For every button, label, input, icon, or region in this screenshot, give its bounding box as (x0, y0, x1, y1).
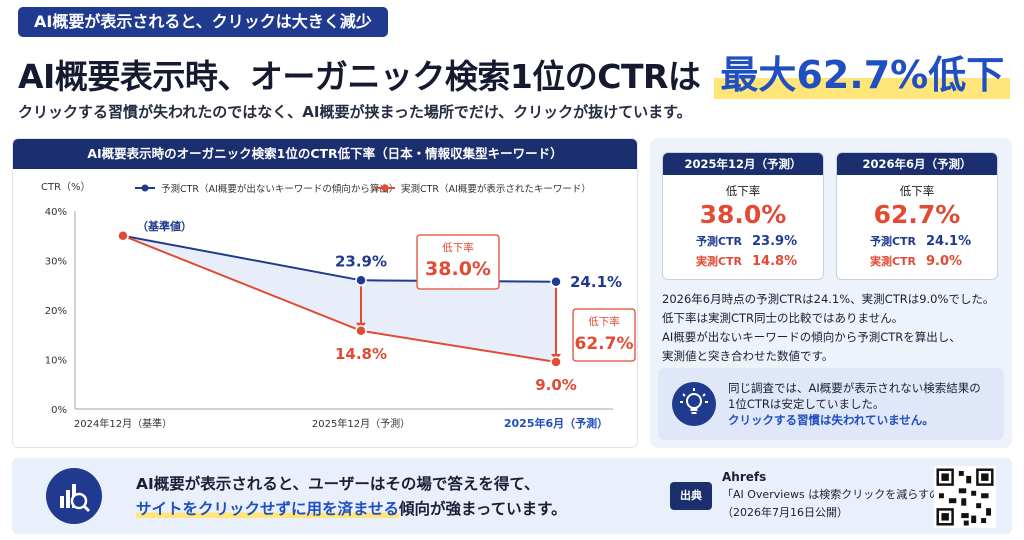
summary-box-label: 低下率 (899, 184, 935, 198)
actual-label: 実測CTR (869, 255, 916, 268)
conclusion-bar: AI概要が表示されると、ユーザーはその場で答えを得て、 サイトをクリックせずに用… (12, 458, 1012, 534)
legend-marker (141, 184, 149, 192)
ctr-line-chart: CTR（%） 0% 10% 20% 30% 40% 2024年12月（基準） 2025年12月… (41, 181, 636, 430)
drop-rate-value: 62.7% (575, 334, 634, 354)
summary-box-value: 62.7% (873, 200, 961, 229)
conclusion-highlight: サイトをクリックせずに用を済ませる (136, 500, 400, 518)
actual-label: 実測CTR (695, 255, 742, 268)
actual-value: 14.8% (752, 254, 798, 269)
legend-label: 予測CTR（AI概要が出ないキーワードの傾向から算出） (161, 183, 398, 195)
lightbulb-icon (672, 382, 716, 426)
source-badge: 出典 (670, 482, 712, 510)
x-tick-label: 2024年12月（基準） (74, 417, 172, 430)
predicted-value: 24.1% (926, 234, 972, 249)
conclusion-line: AI概要が表示されると、ユーザーはその場で答えを得て、 (136, 475, 540, 493)
predicted-point (550, 276, 562, 288)
chart-card: AI概要表示時のオーガニック検索1位のCTR低下率（日本・情報収集型キーワード）… (12, 138, 638, 448)
actual-row: 実測CTR 14.8% (663, 253, 823, 269)
summary-box-value: 38.0% (699, 200, 787, 229)
insight-callout: 同じ調査では、AI概要が表示されない検索結果の 1位CTRは安定していました。 … (658, 368, 1004, 440)
source-name: Ahrefs (722, 470, 767, 484)
drop-rate-box (416, 234, 500, 290)
summary-box-jun-2026: 2026年6月（予測） 低下率 62.7% 予測CTR 24.1% 実測CTR … (836, 152, 998, 280)
headline-main: AI概要表示時、オーガニック検索1位のCTRは (18, 57, 701, 96)
y-tick-label: 0% (51, 405, 67, 416)
data-label-actual: 9.0% (535, 376, 577, 394)
summary-box-header: 2025年12月（予測） (663, 153, 823, 175)
x-tick-label: 2025年6月（予測） (504, 416, 608, 430)
drop-rate-label: 低下率 (442, 241, 474, 254)
headline: AI概要表示時、オーガニック検索1位のCTRは 最大62.7%低下 (18, 44, 1011, 100)
source-title: 「AI Overviews は検索クリックを減らすのか」 (722, 488, 963, 501)
note-line: 2026年6月時点の予測CTRは24.1%、実測CTRは9.0%でした。 (662, 292, 995, 306)
actual-point (355, 325, 367, 337)
conclusion-line: サイトをクリックせずに用を済ませる傾向が強まっています。 (136, 497, 567, 522)
qr-code-icon[interactable] (934, 466, 996, 528)
y-tick-label: 10% (45, 356, 67, 367)
note-line: 実測値と突き合わせた数値です。 (662, 349, 834, 363)
drop-rate-value: 38.0% (425, 258, 491, 280)
note-line: AI概要が出ないキーワードの傾向から予測CTRを算出し、 (662, 330, 961, 344)
y-tick-label: 40% (45, 207, 67, 218)
base-label: （基準値） (137, 219, 192, 233)
predicted-label: 予測CTR (695, 235, 742, 248)
data-label-predicted: 23.9% (335, 252, 387, 270)
source-date: （2026年7月16日公開） (722, 506, 848, 519)
predicted-row: 予測CTR 23.9% (663, 233, 823, 249)
conclusion-rest: 傾向が強まっています。 (399, 500, 567, 518)
gap-area (123, 235, 556, 362)
legend-label: 実測CTR（AI概要が表示されたキーワード） (401, 183, 591, 195)
y-tick-label: 20% (45, 306, 67, 317)
methodology-note: 2026年6月時点の予測CTRは24.1%、実測CTRは9.0%でした。 低下率… (662, 290, 1002, 366)
summary-box-label: 低下率 (725, 184, 761, 198)
predicted-label: 予測CTR (869, 235, 916, 248)
top-tag: AI概要が表示されると、クリックは大きく減少 (18, 7, 388, 37)
insight-line: 同じ調査では、AI概要が表示されない検索結果の (728, 381, 981, 395)
actual-point (117, 230, 129, 242)
x-tick-label: 2025年12月（予測） (312, 417, 410, 430)
note-line: 低下率は実測CTR同士の比較ではありません。 (662, 311, 904, 325)
summary-panel: 2025年12月（予測） 低下率 38.0% 予測CTR 23.9% 実測CTR… (650, 138, 1012, 448)
y-tick-label: 30% (45, 257, 67, 268)
actual-row: 実測CTR 9.0% (837, 253, 997, 269)
data-label-predicted: 24.1% (570, 273, 622, 291)
summary-box-dec-2025: 2025年12月（予測） 低下率 38.0% 予測CTR 23.9% 実測CTR… (662, 152, 824, 280)
source-info: Ahrefs 「AI Overviews は検索クリックを減らすのか」 （202… (722, 468, 962, 522)
insight-emphasis: クリックする習慣は失われていません。 (728, 413, 934, 427)
headline-highlight: 最大62.7%低下 (714, 44, 1011, 99)
summary-box-header: 2026年6月（予測） (837, 153, 997, 175)
drop-rate-label: 低下率 (588, 315, 620, 328)
predicted-value: 23.9% (752, 234, 798, 249)
actual-point (550, 356, 562, 368)
insight-line: 1位CTRは安定していました。 (728, 397, 885, 411)
conclusion-text: AI概要が表示されると、ユーザーはその場で答えを得て、 サイトをクリックせずに用… (136, 472, 567, 522)
subheadline: クリックする習慣が失われたのではなく、AI概要が挟まった場所でだけ、クリックが抜… (18, 103, 692, 121)
actual-value: 9.0% (926, 254, 963, 269)
drop-rate-box (572, 308, 636, 362)
predicted-point (355, 274, 367, 287)
data-label-actual: 14.8% (335, 345, 387, 363)
chart-search-icon (46, 468, 102, 524)
y-axis-label: CTR（%） (41, 181, 91, 193)
chart-title: AI概要表示時のオーガニック検索1位のCTR低下率（日本・情報収集型キーワード） (13, 139, 637, 169)
insight-text: 同じ調査では、AI概要が表示されない検索結果の 1位CTRは安定していました。 … (728, 380, 1000, 428)
predicted-row: 予測CTR 24.1% (837, 233, 997, 249)
legend-marker (381, 184, 389, 192)
